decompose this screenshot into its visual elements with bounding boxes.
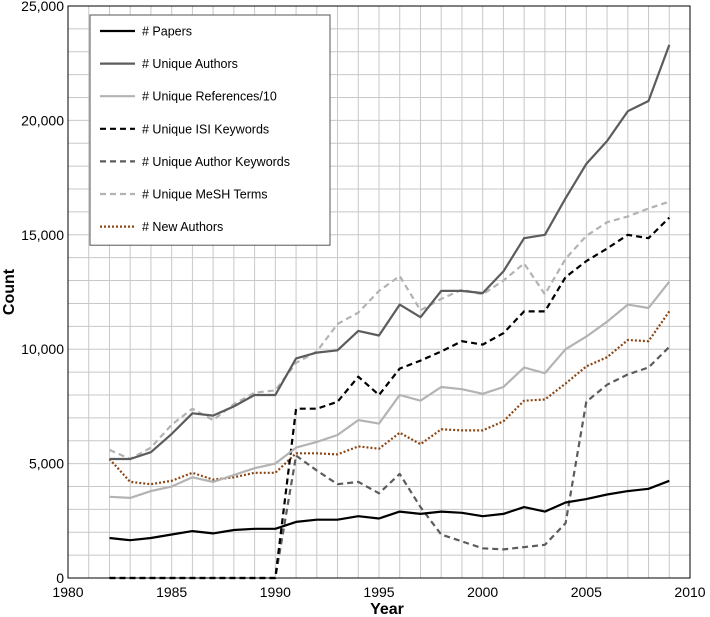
y-tick-label: 15,000 (21, 227, 64, 243)
x-tick-label: 1980 (52, 584, 83, 600)
series-line-3 (109, 216, 671, 580)
legend-label: # Unique Authors (142, 57, 238, 71)
legend: # Papers # Unique Authors # Unique Referen… (89, 14, 331, 246)
x-axis-ticks: 1980 1985 1990 1995 2000 2005 2010 (52, 584, 705, 600)
x-tick-label: 2005 (571, 584, 602, 600)
legend-box (89, 14, 331, 246)
x-tick-label: 1990 (260, 584, 291, 600)
legend-label: # Unique Author Keywords (142, 155, 290, 169)
y-tick-label: 20,000 (21, 112, 64, 128)
legend-label: # Unique MeSH Terms (142, 188, 268, 202)
y-tick-label: 25,000 (21, 0, 64, 14)
x-tick-label: 2010 (674, 584, 705, 600)
legend-label: # New Authors (142, 220, 223, 234)
legend-label: # Papers (142, 25, 192, 39)
legend-label: # Unique References/10 (142, 90, 277, 104)
y-tick-label: 5,000 (29, 456, 64, 472)
x-tick-label: 1985 (156, 584, 187, 600)
series-line-4 (109, 346, 671, 580)
y-axis-ticks: 0 5,000 10,000 15,000 20,000 25,000 (21, 0, 64, 586)
y-tick-label: 10,000 (21, 341, 64, 357)
y-axis-title: Count (1, 268, 18, 315)
series-line-1 (109, 44, 671, 461)
series-line-6 (108, 310, 671, 486)
plot-area-frame (67, 5, 691, 579)
x-tick-label: 2000 (467, 584, 498, 600)
x-axis-title: Year (370, 601, 404, 617)
legend-label: # Unique ISI Keywords (142, 122, 269, 136)
series-line-2 (109, 281, 671, 499)
series-lines (108, 44, 671, 580)
x-tick-label: 1995 (363, 584, 394, 600)
series-line-0 (109, 479, 670, 542)
y-tick-label: 0 (56, 570, 64, 586)
